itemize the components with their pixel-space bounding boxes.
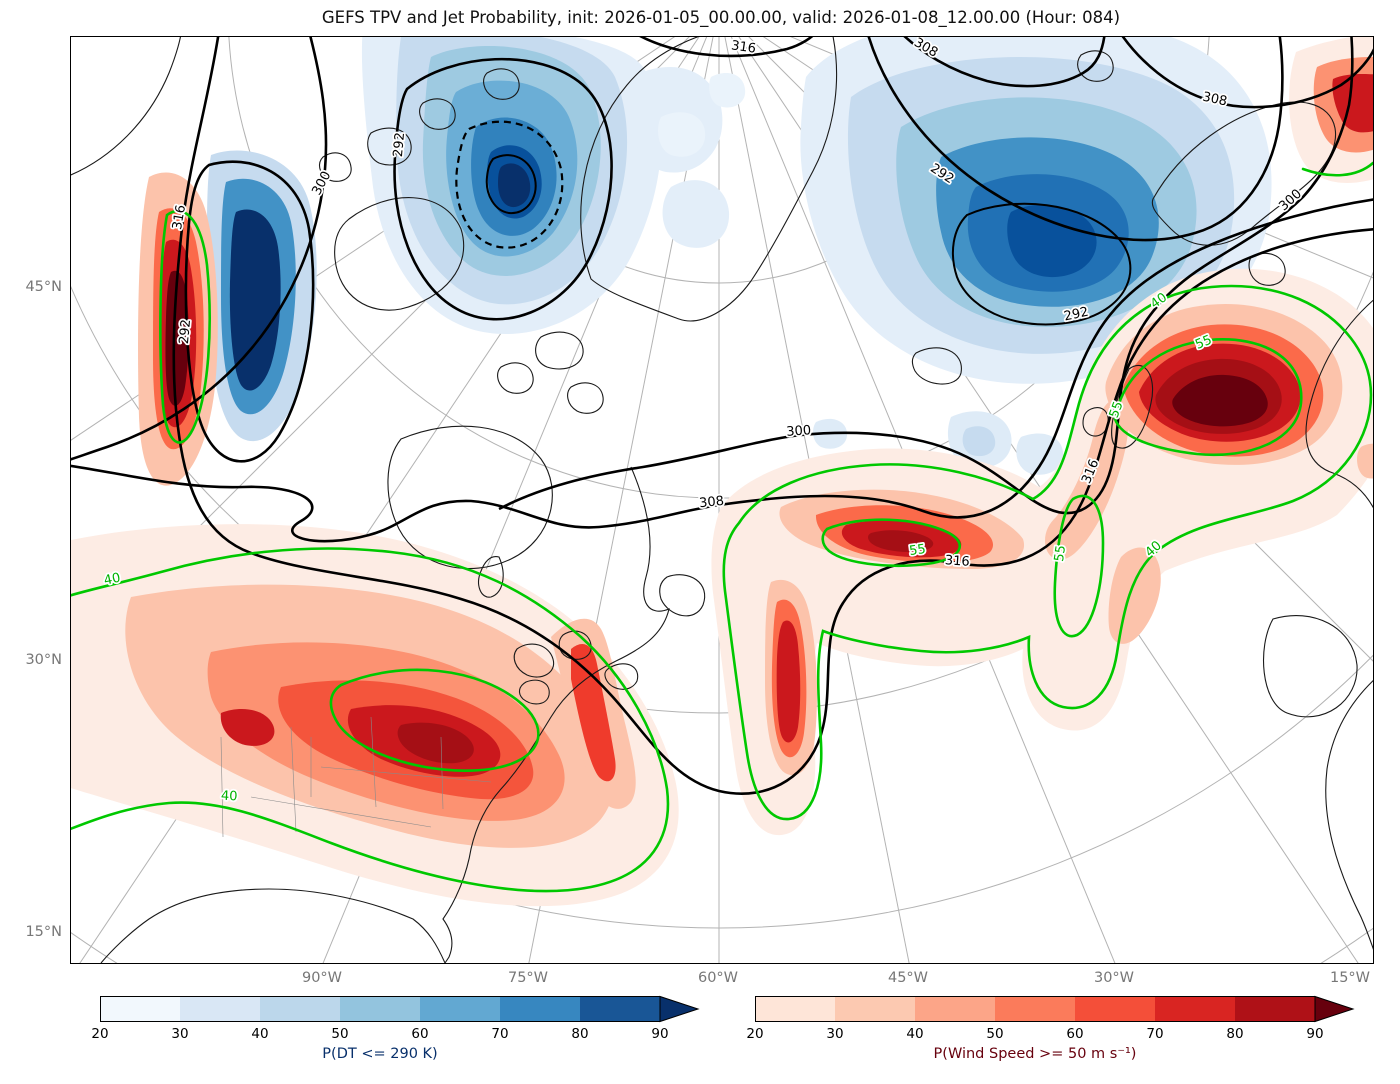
- lon-tick-45w: 45°W: [887, 970, 929, 986]
- colorbar-red: [755, 995, 1355, 1023]
- contour-label: 40: [103, 571, 122, 589]
- lon-tick-30w: 30°W: [1093, 970, 1135, 986]
- contour-label: 316: [944, 553, 970, 570]
- colorbar-tick-label: 70: [491, 1026, 509, 1042]
- colorbar-blue-label: P(DT <= 290 K): [322, 1046, 438, 1062]
- colorbar-tick-label: 50: [331, 1026, 349, 1042]
- colorbar-red-label: P(Wind Speed >= 50 m s⁻¹): [933, 1046, 1137, 1062]
- contour-label: 300: [309, 169, 334, 198]
- jet-contours: [71, 161, 1373, 893]
- weather-map-svg: 316 292 300 292 316 308 308 292 292 300 …: [71, 37, 1373, 963]
- contour-label: 55: [908, 542, 926, 559]
- colorbar-tick-label: 90: [651, 1026, 669, 1042]
- contour-label: 292: [1063, 305, 1090, 325]
- lon-tick-75w: 75°W: [507, 970, 549, 986]
- contour-label: 40: [221, 789, 238, 805]
- colorbar-tick-label: 90: [1306, 1026, 1324, 1042]
- contour-label: 308: [699, 494, 725, 512]
- lat-tick-30n: 30°N: [25, 652, 62, 668]
- lon-tick-60w: 60°W: [697, 970, 739, 986]
- colorbar-tick-label: 30: [171, 1026, 189, 1042]
- colorbar-tick-label: 60: [1066, 1026, 1084, 1042]
- contour-label: 292: [391, 132, 408, 158]
- lat-tick-45n: 45°N: [25, 279, 62, 295]
- contour-label: 300: [786, 423, 812, 440]
- map-canvas: 316 292 300 292 316 308 308 292 292 300 …: [70, 36, 1374, 964]
- page-title: GEFS TPV and Jet Probability, init: 2026…: [321, 8, 1121, 27]
- red-prob-fill: [71, 37, 1373, 907]
- contour-label: 300: [1276, 187, 1304, 215]
- colorbar-tick-label: 20: [746, 1026, 764, 1042]
- contour-label: 316: [170, 204, 189, 231]
- colorbar-blue: [100, 995, 700, 1023]
- lat-tick-15n: 15°N: [25, 924, 62, 940]
- colorbar-tick-label: 40: [906, 1026, 924, 1042]
- colorbar-tick-label: 80: [1226, 1026, 1244, 1042]
- contour-label: 308: [1201, 90, 1228, 110]
- lon-tick-90w: 90°W: [301, 970, 343, 986]
- coastlines: [71, 37, 1373, 963]
- colorbar-tick-label: 50: [986, 1026, 1004, 1042]
- contour-label: 55: [1052, 544, 1069, 562]
- lon-tick-15w: 15°W: [1329, 970, 1371, 986]
- contour-label: 316: [730, 38, 757, 56]
- colorbar-tick-label: 80: [571, 1026, 589, 1042]
- state-borders: [220, 716, 492, 838]
- contour-label: 292: [177, 319, 194, 345]
- colorbar-tick-label: 30: [826, 1026, 844, 1042]
- colorbar-tick-label: 70: [1146, 1026, 1164, 1042]
- colorbar-red-ticks: 20 30 40 50 60 70 80 90: [746, 1026, 1323, 1044]
- theta-contours: [71, 37, 1373, 795]
- colorbar-tick-label: 20: [91, 1026, 109, 1042]
- colorbar-tick-label: 60: [411, 1026, 429, 1042]
- colorbar-blue-ticks: 20 30 40 50 60 70 80 90: [91, 1026, 668, 1044]
- colorbar-tick-label: 40: [251, 1026, 269, 1042]
